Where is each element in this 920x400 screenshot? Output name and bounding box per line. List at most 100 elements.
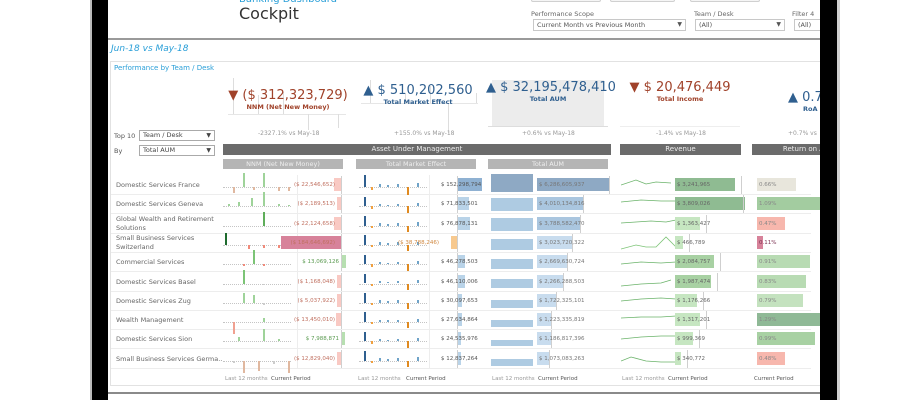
income-reference-line bbox=[740, 176, 742, 194]
top-nav-button-2[interactable] bbox=[610, 0, 675, 2]
table-row[interactable]: Domestic Services Geneva ($ 2,189,513) $ 7… bbox=[111, 192, 820, 215]
chevron-down-icon: ▼ bbox=[206, 147, 211, 154]
income-sparkline bbox=[621, 297, 677, 302]
tme-history-bar bbox=[387, 223, 389, 226]
tme-zero-line bbox=[457, 272, 458, 291]
kpi-tme-axis bbox=[361, 103, 478, 104]
tme-history-bar bbox=[417, 183, 419, 187]
tme-history-bar bbox=[397, 338, 399, 342]
rank-by-select[interactable]: Total AUM ▼ bbox=[139, 145, 215, 156]
kpi-income-value: ▼ $ 20,476,449 bbox=[629, 80, 731, 95]
tme-current-bar bbox=[457, 255, 465, 269]
row-team-name: Wealth Management bbox=[116, 316, 184, 325]
aum-history-area bbox=[491, 279, 533, 289]
nnm-divider bbox=[297, 290, 298, 311]
table-row[interactable]: Commercial Services $ 13,069,126 $ 46,278,… bbox=[111, 250, 811, 273]
tme-current-bar bbox=[457, 313, 462, 327]
nnm-zero-line bbox=[341, 272, 342, 291]
aum-value: $ 3,788,582,470 bbox=[539, 220, 585, 227]
aum-value: $ 1,073,083,263 bbox=[539, 355, 585, 362]
nnm-zero-line bbox=[341, 253, 342, 272]
nnm-history-bar bbox=[251, 198, 253, 207]
row-team-name: Domestic Services Sion bbox=[116, 335, 193, 344]
nnm-history-bar bbox=[288, 187, 290, 191]
table-row[interactable]: Global Wealth and Retirement Solutions ($… bbox=[111, 211, 811, 234]
table-row[interactable]: Domestic Services Basel ($ 1,168,048) $ 46… bbox=[111, 269, 811, 292]
tme-zero-line bbox=[457, 330, 458, 349]
tme-history-bar bbox=[364, 312, 366, 323]
dashboard-screen: Banking Dashboard Cockpit Performance Sc… bbox=[108, 0, 820, 400]
table-row[interactable]: Small Business Services Switzerland ($ 18… bbox=[111, 232, 811, 253]
tme-history-bar bbox=[371, 244, 373, 248]
nnm-history-bar bbox=[228, 204, 230, 207]
table-row[interactable]: Domestic Services France ($ 22,546,652) $ … bbox=[111, 173, 811, 195]
kpi-income-label: Total Income bbox=[656, 95, 704, 103]
top-nav-button-1[interactable] bbox=[531, 0, 601, 2]
nnm-history-bar bbox=[263, 302, 265, 305]
income-current-bar bbox=[675, 351, 682, 365]
roa-value: 0.99% bbox=[759, 336, 777, 343]
nnm-history-bar bbox=[233, 360, 235, 363]
tme-divider bbox=[429, 329, 430, 350]
tme-divider bbox=[429, 194, 430, 215]
tme-history-bar bbox=[417, 222, 419, 226]
nnm-current-bar bbox=[337, 274, 341, 288]
performance-scope-value: Current Month vs Previous Month bbox=[537, 21, 646, 29]
tme-history-bar bbox=[371, 206, 373, 209]
tme-history-bar bbox=[387, 185, 389, 187]
nnm-value: ($ 12,829,040) bbox=[293, 355, 335, 362]
nnm-footer-last12: Last 12 months bbox=[225, 376, 268, 382]
income-sparkline-path bbox=[621, 297, 677, 302]
nnm-value: ($ 184,646,692) bbox=[290, 239, 335, 246]
nnm-zero-line bbox=[341, 330, 342, 349]
row-team-name: Domestic Services France bbox=[116, 181, 200, 189]
kpi-nnm-spark-bar bbox=[308, 114, 309, 130]
row-team-name: Commercial Services bbox=[116, 258, 185, 267]
sub-header-nnm: NNM (Net New Money) bbox=[223, 159, 343, 169]
tme-baseline bbox=[359, 302, 427, 304]
nnm-history-bar bbox=[278, 187, 280, 191]
tme-history-bar bbox=[407, 360, 409, 368]
aum-reference-line bbox=[562, 272, 564, 291]
tme-history-bar bbox=[417, 318, 419, 323]
nnm-value: $ 13,069,126 bbox=[302, 259, 339, 266]
monitor-bezel-left bbox=[92, 0, 108, 400]
tme-history-bar bbox=[364, 196, 366, 207]
nnm-baseline bbox=[223, 187, 291, 188]
tme-history-bar bbox=[371, 341, 373, 344]
tme-zero-line bbox=[457, 195, 458, 214]
team-desk-select[interactable]: (All) ▼ bbox=[695, 19, 785, 31]
top-n-dimension-select[interactable]: Team / Desk ▼ bbox=[139, 130, 215, 141]
income-current-bar bbox=[675, 313, 700, 327]
table-row[interactable]: Small Business Services Germa.. ($ 12,829… bbox=[111, 348, 811, 373]
tme-history-bar bbox=[387, 359, 389, 361]
row-team-name: Global Wealth and Retirement Solutions bbox=[116, 214, 214, 232]
filter4-select[interactable]: (All) bbox=[794, 19, 820, 31]
nnm-zero-line bbox=[341, 195, 342, 214]
nnm-history-bar bbox=[263, 244, 265, 248]
kpi-tme-spark-bar bbox=[405, 93, 406, 103]
tme-history-bar bbox=[417, 241, 419, 245]
tme-history-bar bbox=[371, 264, 373, 267]
nnm-history-bar bbox=[263, 192, 265, 207]
nnm-history-bar bbox=[233, 322, 235, 335]
nnm-zero-line bbox=[341, 214, 342, 233]
tme-history-bar bbox=[417, 260, 419, 265]
kpi-aum-compare: +0.6% vs May-18 bbox=[522, 130, 575, 137]
income-sparkline-path bbox=[621, 236, 677, 250]
tme-value: $ 71,833,501 bbox=[441, 201, 478, 208]
tme-baseline bbox=[359, 244, 427, 246]
nnm-divider bbox=[297, 310, 298, 331]
nnm-divider bbox=[297, 252, 298, 273]
kpi-roa-label: RoA bbox=[803, 105, 818, 113]
tme-current-bar bbox=[457, 178, 482, 191]
performance-scope-select[interactable]: Current Month vs Previous Month ▼ bbox=[533, 19, 686, 31]
nnm-divider bbox=[297, 348, 298, 369]
table-row[interactable]: Domestic Services Sion $ 7,988,871 $ 24,53… bbox=[111, 329, 816, 350]
roa-current-bar bbox=[757, 197, 820, 211]
table-row[interactable]: Domestic Services Zug ($ 5,037,922) $ 30,0… bbox=[111, 290, 811, 311]
tme-history-bar bbox=[397, 358, 399, 361]
table-row[interactable]: Wealth Management ($ 13,450,010) $ 27,634,… bbox=[111, 310, 820, 335]
top-nav-button-3[interactable] bbox=[690, 0, 760, 2]
aum-current-bar bbox=[537, 235, 572, 249]
